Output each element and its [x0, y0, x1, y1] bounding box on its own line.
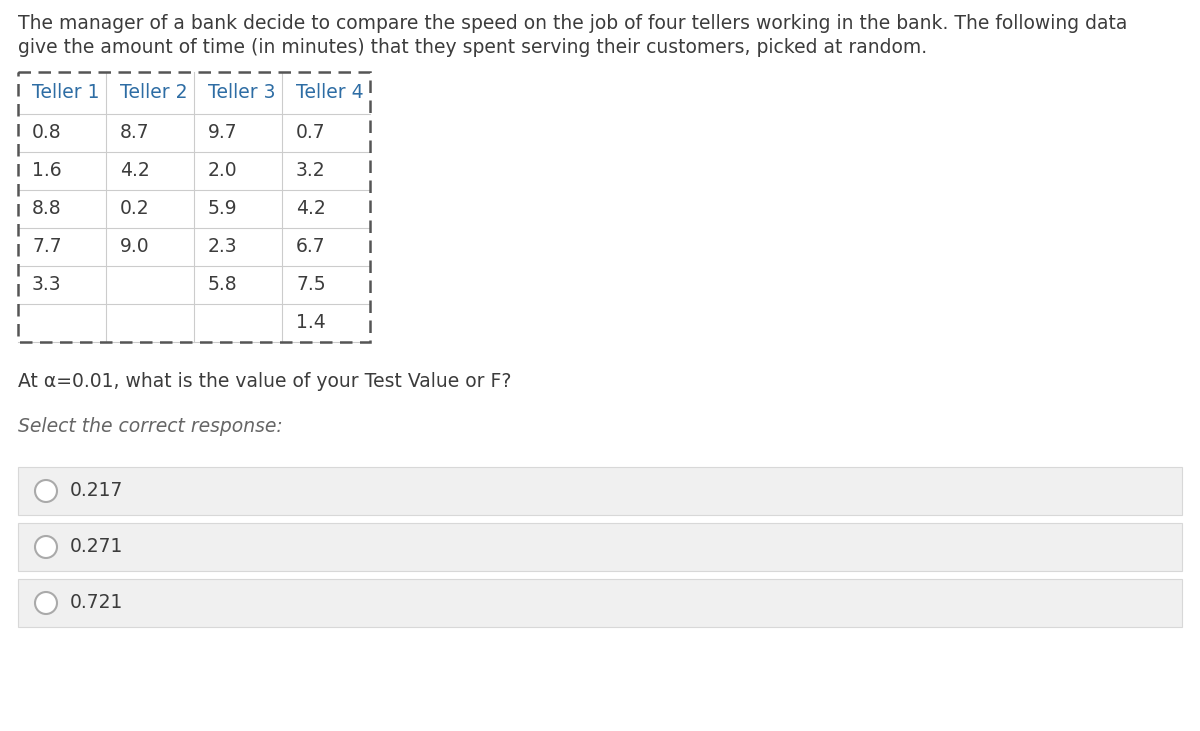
Text: 1.6: 1.6	[32, 162, 61, 181]
Text: 0.271: 0.271	[70, 537, 124, 556]
Text: 0.8: 0.8	[32, 124, 61, 143]
Text: 0.721: 0.721	[70, 594, 124, 613]
Text: Teller 1: Teller 1	[32, 83, 100, 102]
Text: Teller 4: Teller 4	[296, 83, 364, 102]
Text: 0.7: 0.7	[296, 124, 325, 143]
Bar	[18, 523, 1182, 571]
Text: 0.2: 0.2	[120, 200, 150, 219]
Text: Select the correct response:: Select the correct response:	[18, 417, 283, 436]
Text: 4.2: 4.2	[296, 200, 325, 219]
Text: At α=0.01, what is the value of your Test Value or F?: At α=0.01, what is the value of your Tes…	[18, 372, 511, 391]
Text: 0.217: 0.217	[70, 482, 124, 501]
Text: 3.3: 3.3	[32, 276, 61, 295]
Text: Teller 3: Teller 3	[208, 83, 276, 102]
Text: 5.9: 5.9	[208, 200, 238, 219]
Circle shape	[35, 592, 58, 614]
Bar	[18, 72, 370, 342]
Text: 4.2: 4.2	[120, 162, 150, 181]
Text: give the amount of time (in minutes) that they spent serving their customers, pi: give the amount of time (in minutes) tha…	[18, 38, 928, 57]
Text: 9.7: 9.7	[208, 124, 238, 143]
Text: 1.4: 1.4	[296, 314, 325, 333]
Bar	[18, 579, 1182, 627]
Text: 9.0: 9.0	[120, 238, 150, 257]
Text: 8.7: 8.7	[120, 124, 150, 143]
Text: 2.3: 2.3	[208, 238, 238, 257]
Circle shape	[35, 536, 58, 558]
Text: Teller 2: Teller 2	[120, 83, 187, 102]
Text: 5.8: 5.8	[208, 276, 238, 295]
Bar	[18, 467, 1182, 515]
Text: 6.7: 6.7	[296, 238, 325, 257]
Text: 2.0: 2.0	[208, 162, 238, 181]
Text: 7.7: 7.7	[32, 238, 61, 257]
Text: 3.2: 3.2	[296, 162, 325, 181]
Text: 7.5: 7.5	[296, 276, 325, 295]
Text: 8.8: 8.8	[32, 200, 61, 219]
Text: The manager of a bank decide to compare the speed on the job of four tellers wor: The manager of a bank decide to compare …	[18, 14, 1127, 33]
Circle shape	[35, 480, 58, 502]
